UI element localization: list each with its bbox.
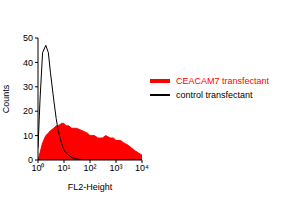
svg-text:10³: 10³	[109, 163, 122, 173]
svg-text:Counts: Counts	[8, 84, 11, 113]
svg-text:10⁴: 10⁴	[135, 163, 149, 173]
svg-text:FL2-Height: FL2-Height	[68, 182, 113, 192]
svg-text:10¹: 10¹	[57, 163, 70, 173]
svg-text:30: 30	[23, 82, 33, 92]
svg-text:10: 10	[23, 131, 33, 141]
svg-text:10²: 10²	[83, 163, 96, 173]
html-text:CEACAM7 transfectant: CEACAM7 transfectant	[176, 76, 269, 86]
html-text:control transfectant: control transfectant	[176, 90, 253, 100]
svg-text:50: 50	[23, 33, 33, 43]
svg-text:10⁰: 10⁰	[31, 163, 44, 173]
svg-text:0: 0	[28, 155, 33, 165]
svg-text:40: 40	[23, 58, 33, 68]
svg-text:20: 20	[23, 106, 33, 116]
